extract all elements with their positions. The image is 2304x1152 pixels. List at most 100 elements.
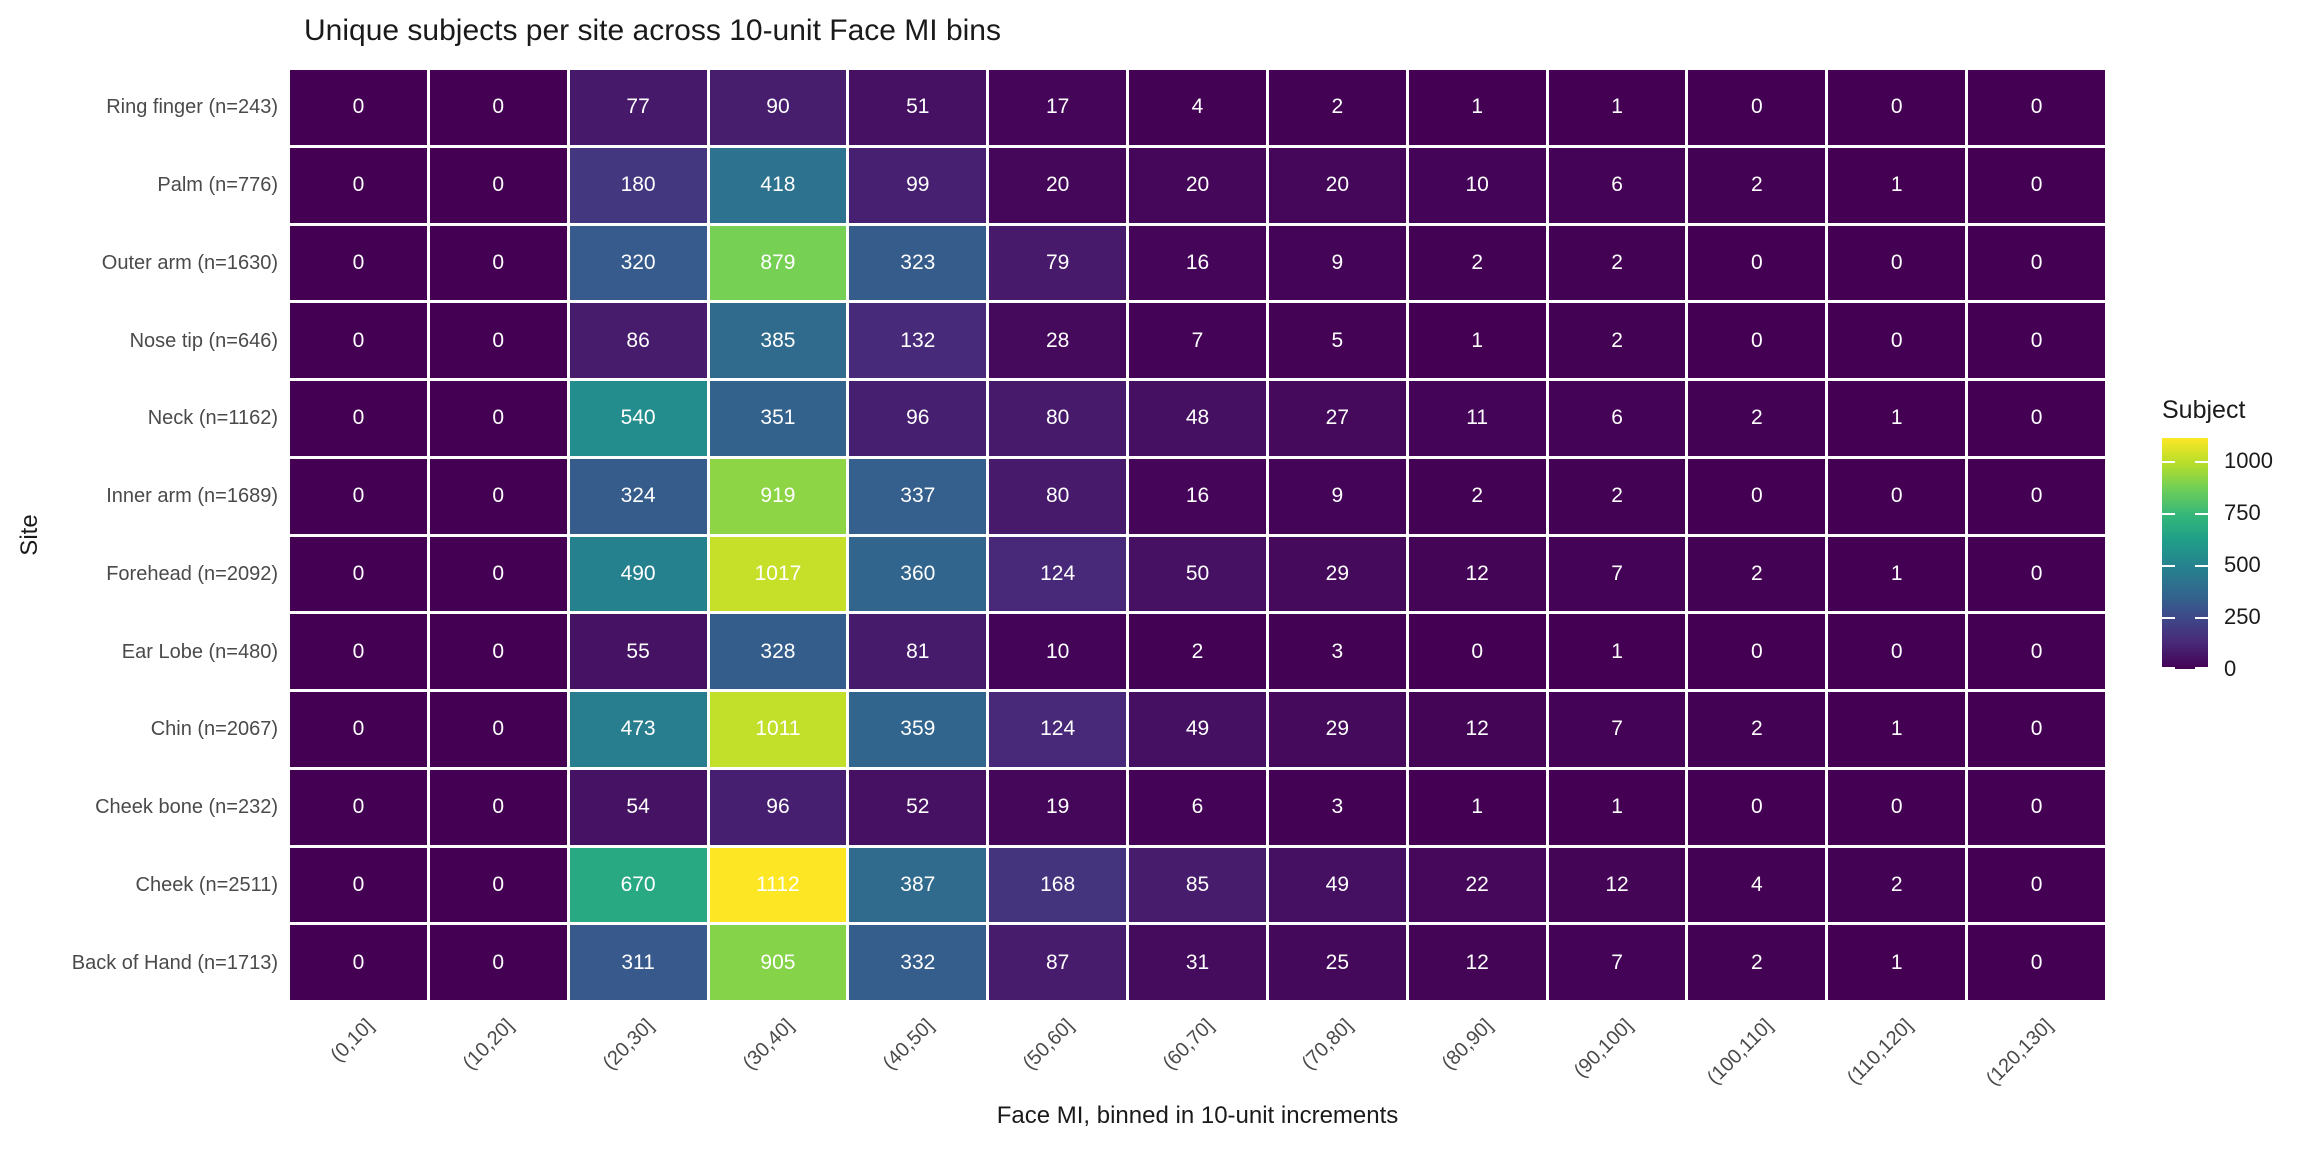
heatmap-cell: 79 bbox=[989, 225, 1127, 301]
heatmap-cell: 6 bbox=[1129, 769, 1266, 845]
heatmap-cell: 1 bbox=[1828, 536, 1966, 612]
heatmap-cell: 1 bbox=[1548, 614, 1686, 689]
heatmap-cell: 540 bbox=[569, 381, 707, 456]
legend-title: Subject bbox=[2162, 396, 2246, 424]
heatmap-cell: 351 bbox=[709, 381, 847, 456]
heatmap-cell: 54 bbox=[569, 769, 707, 845]
legend-tick-mark bbox=[2195, 461, 2208, 464]
heatmap-cell: 0 bbox=[1968, 536, 2105, 612]
legend-tick-mark bbox=[2195, 513, 2208, 516]
heatmap-cell: 1 bbox=[1548, 70, 1686, 145]
y-tick-label: Nose tip (n=646) bbox=[129, 329, 278, 352]
heatmap-cell: 0 bbox=[1828, 458, 1966, 534]
heatmap-cell: 0 bbox=[429, 925, 567, 1000]
heatmap-cell: 124 bbox=[989, 692, 1127, 767]
heatmap-cell: 6 bbox=[1548, 381, 1686, 456]
heatmap-cell: 0 bbox=[1688, 70, 1826, 145]
heatmap-cell: 0 bbox=[1828, 614, 1966, 689]
heatmap-cell: 96 bbox=[709, 769, 847, 845]
heatmap-cell: 132 bbox=[849, 303, 987, 378]
heatmap-cell: 1017 bbox=[709, 536, 847, 612]
legend-tick-mark bbox=[2162, 617, 2175, 620]
heatmap-cell: 0 bbox=[290, 692, 427, 767]
heatmap-cell: 0 bbox=[1688, 303, 1826, 378]
heatmap-cell: 473 bbox=[569, 692, 707, 767]
heatmap-cell: 22 bbox=[1408, 847, 1546, 923]
heatmap-cell: 328 bbox=[709, 614, 847, 689]
heatmap-cell: 0 bbox=[290, 147, 427, 223]
heatmap-cell: 12 bbox=[1408, 536, 1546, 612]
legend-tick-label: 500 bbox=[2224, 552, 2261, 578]
heatmap-cell: 4 bbox=[1688, 847, 1826, 923]
heatmap-cell: 31 bbox=[1129, 925, 1266, 1000]
heatmap-cell: 80 bbox=[989, 381, 1127, 456]
y-tick-label: Inner arm (n=1689) bbox=[106, 485, 278, 508]
heatmap-cell: 0 bbox=[1688, 225, 1826, 301]
heatmap-cell: 96 bbox=[849, 381, 987, 456]
legend-tick-label: 0 bbox=[2224, 656, 2237, 681]
heatmap-cell: 0 bbox=[1968, 381, 2105, 456]
heatmap-cell: 19 bbox=[989, 769, 1127, 845]
heatmap-panel: 0 0 77 90 51 17 4 2 1 1 0 0 0 0 0 180 418 99 20 20 20 10 6 2 1 0 0… bbox=[290, 70, 2105, 1000]
legend-tick-label: 250 bbox=[2224, 604, 2261, 630]
heatmap-cell: 81 bbox=[849, 614, 987, 689]
heatmap-cell: 1112 bbox=[709, 847, 847, 923]
heatmap-cell: 77 bbox=[569, 70, 707, 145]
heatmap-cell: 919 bbox=[709, 458, 847, 534]
heatmap-cell: 490 bbox=[569, 536, 707, 612]
heatmap-cell: 180 bbox=[569, 147, 707, 223]
heatmap-cell: 0 bbox=[290, 381, 427, 456]
heatmap-cell: 85 bbox=[1129, 847, 1266, 923]
legend-tick-mark bbox=[2162, 461, 2175, 464]
heatmap-cell: 90 bbox=[709, 70, 847, 145]
heatmap-cell: 2 bbox=[1688, 925, 1826, 1000]
heatmap-cell: 337 bbox=[849, 458, 987, 534]
heatmap-cell: 879 bbox=[709, 225, 847, 301]
heatmap-cell: 20 bbox=[1129, 147, 1266, 223]
heatmap-cell: 320 bbox=[569, 225, 707, 301]
heatmap-cell: 1 bbox=[1548, 769, 1686, 845]
heatmap-cell: 387 bbox=[849, 847, 987, 923]
heatmap-cell: 1 bbox=[1828, 925, 1966, 1000]
y-tick-label: Palm (n=776) bbox=[157, 174, 278, 197]
heatmap-cell: 385 bbox=[709, 303, 847, 378]
heatmap-cell: 49 bbox=[1268, 847, 1406, 923]
heatmap-cell: 0 bbox=[429, 614, 567, 689]
y-tick-label: Ear Lobe (n=480) bbox=[121, 640, 278, 663]
heatmap-cell: 0 bbox=[1968, 925, 2105, 1000]
heatmap-cell: 51 bbox=[849, 70, 987, 145]
heatmap-cell: 0 bbox=[429, 303, 567, 378]
y-tick-label: Outer arm (n=1630) bbox=[101, 251, 278, 274]
heatmap-cell: 2 bbox=[1548, 225, 1686, 301]
heatmap-cell: 311 bbox=[569, 925, 707, 1000]
heatmap-cell: 0 bbox=[1968, 147, 2105, 223]
heatmap-cell: 0 bbox=[1968, 692, 2105, 767]
heatmap-cell: 2 bbox=[1828, 847, 1966, 923]
heatmap-cell: 0 bbox=[290, 70, 427, 145]
y-tick-label: Cheek (n=2511) bbox=[135, 873, 279, 896]
heatmap-cell: 124 bbox=[989, 536, 1127, 612]
heatmap-cell: 0 bbox=[429, 458, 567, 534]
heatmap-cell: 55 bbox=[569, 614, 707, 689]
heatmap-cell: 49 bbox=[1129, 692, 1266, 767]
heatmap-cell: 0 bbox=[1688, 614, 1826, 689]
x-axis-title: Face MI, binned in 10-unit increments bbox=[996, 1102, 1399, 1129]
heatmap-cell: 10 bbox=[1408, 147, 1546, 223]
y-tick-label: Back of Hand (n=1713) bbox=[71, 951, 278, 974]
y-tick-label: Cheek bone (n=232) bbox=[95, 796, 278, 819]
heatmap-cell: 2 bbox=[1548, 303, 1686, 378]
heatmap-cell: 0 bbox=[1968, 847, 2105, 923]
y-tick-label: Ring finger (n=243) bbox=[106, 96, 278, 119]
heatmap-cell: 1 bbox=[1828, 147, 1966, 223]
heatmap-cell: 323 bbox=[849, 225, 987, 301]
heatmap-cell: 1 bbox=[1408, 769, 1546, 845]
heatmap-cell: 0 bbox=[1408, 614, 1546, 689]
heatmap-cell: 0 bbox=[429, 225, 567, 301]
heatmap-cell: 4 bbox=[1129, 70, 1266, 145]
heatmap-cell: 0 bbox=[1968, 769, 2105, 845]
heatmap-cell: 0 bbox=[1828, 303, 1966, 378]
heatmap-cell: 0 bbox=[290, 925, 427, 1000]
heatmap-cell: 29 bbox=[1268, 536, 1406, 612]
heatmap-cell: 0 bbox=[1688, 458, 1826, 534]
